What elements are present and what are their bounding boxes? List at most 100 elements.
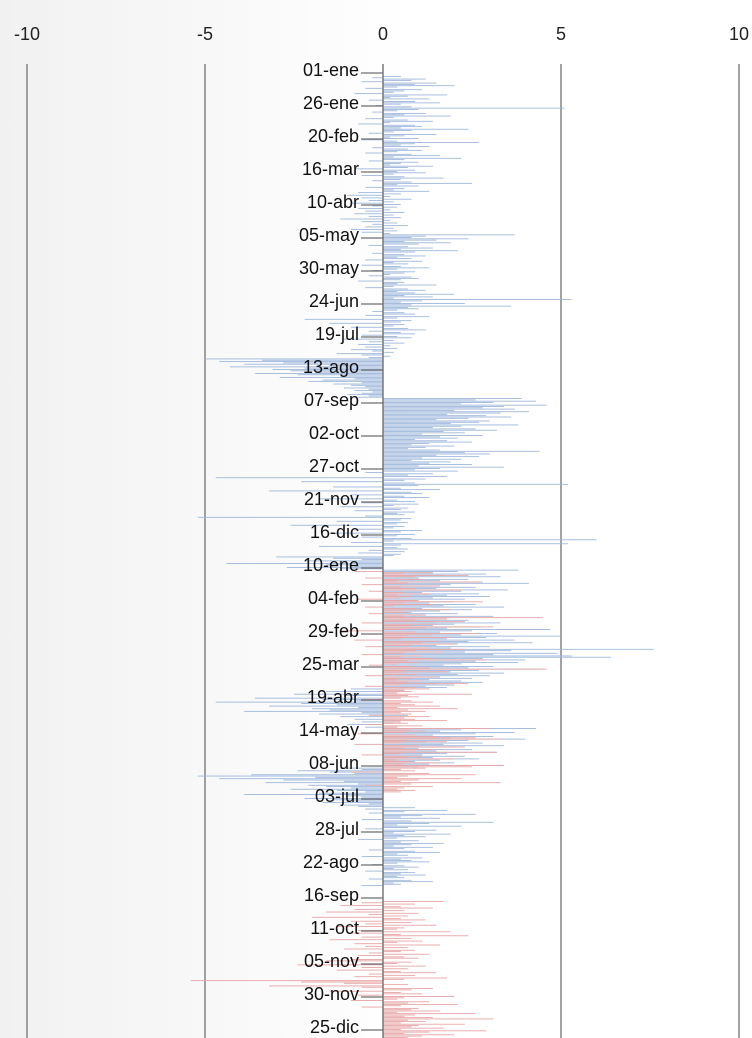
y-tick-label: 25-dic bbox=[310, 1017, 359, 1037]
bar bbox=[383, 742, 401, 744]
bar bbox=[383, 714, 408, 716]
bar bbox=[354, 168, 383, 170]
bar bbox=[383, 961, 412, 963]
bar bbox=[383, 407, 483, 409]
bar bbox=[301, 981, 383, 983]
bar bbox=[383, 988, 433, 990]
bar bbox=[350, 494, 383, 496]
y-tick-label: 16-sep bbox=[304, 885, 359, 905]
bar bbox=[383, 120, 433, 122]
bar bbox=[365, 226, 383, 228]
bar bbox=[318, 792, 383, 794]
bar bbox=[383, 76, 401, 77]
bar bbox=[365, 314, 383, 316]
bar bbox=[383, 518, 412, 520]
bar bbox=[383, 688, 430, 690]
bar bbox=[383, 633, 476, 634]
bar bbox=[383, 276, 412, 278]
bar bbox=[358, 838, 383, 840]
bar bbox=[383, 511, 416, 513]
bar bbox=[383, 1031, 430, 1033]
bar bbox=[383, 292, 416, 294]
bar bbox=[383, 539, 597, 541]
bar bbox=[383, 423, 451, 425]
bar bbox=[372, 252, 383, 254]
bar bbox=[383, 436, 440, 438]
bar bbox=[383, 865, 405, 867]
bar bbox=[383, 514, 405, 516]
bar bbox=[383, 621, 465, 623]
bar bbox=[383, 648, 654, 650]
bar bbox=[383, 844, 412, 846]
bar bbox=[383, 654, 494, 656]
bar bbox=[383, 750, 416, 752]
bar bbox=[383, 131, 394, 133]
bar bbox=[383, 404, 547, 406]
bar bbox=[383, 470, 458, 472]
bar bbox=[383, 922, 412, 924]
bar bbox=[383, 757, 408, 759]
bar bbox=[365, 287, 383, 289]
bar bbox=[383, 157, 462, 159]
bar bbox=[358, 343, 383, 345]
bar bbox=[354, 743, 383, 745]
bar bbox=[244, 363, 383, 365]
bar bbox=[361, 819, 383, 821]
bar bbox=[226, 563, 383, 564]
bar bbox=[383, 655, 423, 657]
bar bbox=[383, 173, 394, 175]
bar bbox=[311, 708, 383, 710]
bar bbox=[383, 730, 426, 732]
bar bbox=[354, 571, 383, 572]
bar bbox=[350, 787, 383, 789]
bar bbox=[383, 201, 394, 203]
bar bbox=[383, 619, 469, 621]
bar bbox=[383, 295, 405, 297]
bar bbox=[354, 528, 383, 530]
bar bbox=[383, 491, 412, 493]
bar bbox=[368, 664, 383, 666]
bar bbox=[261, 359, 383, 361]
bar bbox=[383, 829, 437, 831]
bar bbox=[383, 408, 515, 410]
bar bbox=[383, 704, 416, 706]
bar bbox=[297, 374, 383, 376]
bar bbox=[383, 937, 412, 939]
bar bbox=[383, 594, 398, 596]
y-tick-label: 16-mar bbox=[302, 159, 359, 179]
bar bbox=[354, 908, 383, 910]
bar bbox=[383, 903, 416, 905]
bar bbox=[383, 155, 440, 157]
bar bbox=[383, 742, 483, 744]
bar bbox=[368, 973, 383, 975]
bar bbox=[358, 598, 383, 600]
bar bbox=[358, 805, 383, 807]
bar bbox=[383, 1035, 423, 1037]
bar bbox=[354, 390, 383, 392]
bar bbox=[383, 728, 490, 729]
bar bbox=[383, 271, 416, 273]
bar bbox=[383, 993, 423, 995]
bar bbox=[361, 584, 383, 586]
bar bbox=[383, 1033, 405, 1034]
bar bbox=[383, 684, 455, 686]
bar bbox=[358, 783, 383, 785]
bar bbox=[219, 778, 383, 780]
bar bbox=[383, 924, 437, 926]
bar bbox=[383, 779, 419, 781]
bar bbox=[383, 450, 540, 452]
bar bbox=[383, 660, 476, 662]
bar bbox=[383, 417, 469, 419]
bar bbox=[383, 648, 465, 650]
bar bbox=[383, 618, 448, 620]
bar bbox=[372, 310, 383, 312]
bar bbox=[383, 241, 405, 242]
bar bbox=[383, 1026, 412, 1028]
bar bbox=[383, 600, 419, 601]
bar bbox=[383, 667, 430, 669]
bar bbox=[383, 662, 519, 663]
bar bbox=[383, 817, 440, 819]
bar bbox=[383, 734, 416, 736]
bar bbox=[383, 647, 430, 649]
bar bbox=[383, 627, 426, 629]
